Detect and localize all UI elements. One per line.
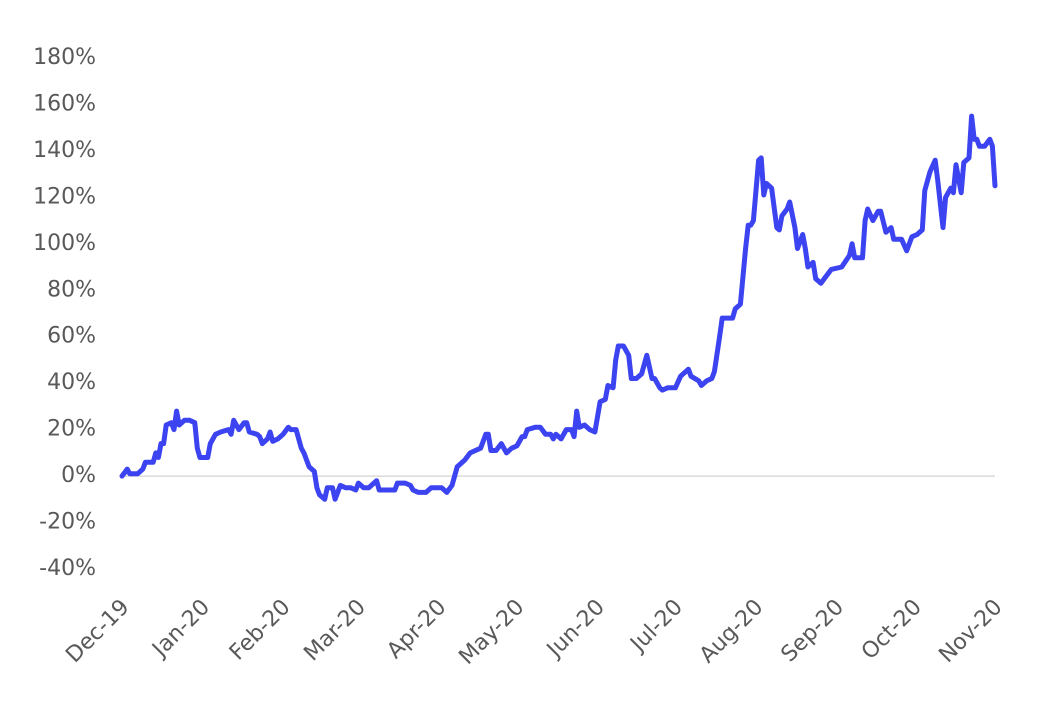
y-tick-label: 120%: [33, 184, 96, 209]
x-tick-label: Dec-19: [61, 595, 134, 668]
y-tick-label: -40%: [39, 556, 96, 581]
x-tick-label: Jul-20: [625, 595, 688, 658]
x-tick-label: Jan-20: [147, 595, 215, 663]
x-tick-label: May-20: [454, 595, 529, 670]
y-tick-label: 100%: [33, 231, 96, 256]
y-tick-label: 180%: [33, 45, 96, 70]
y-tick-label: 60%: [47, 324, 96, 349]
x-tick-label: Jun-20: [541, 595, 610, 664]
line: [119, 113, 998, 502]
x-tick-label: Feb-20: [225, 595, 296, 666]
y-tick-label: 140%: [33, 138, 96, 163]
x-tick-label: Aug-20: [695, 595, 768, 668]
y-tick-label: 40%: [47, 370, 96, 395]
x-tick-label: Oct-20: [857, 595, 927, 665]
x-tick-label: Apr-20: [382, 595, 451, 664]
x-tick-label: Sep-20: [777, 595, 849, 667]
y-tick-label: 160%: [33, 91, 96, 116]
y-tick-label: -20%: [39, 510, 96, 535]
y-tick-label: 20%: [47, 417, 96, 442]
x-tick-label: Nov-20: [934, 595, 1007, 668]
x-tick-label: Mar-20: [299, 595, 370, 666]
y-tick-label: 0%: [61, 463, 96, 488]
y-tick-label: 80%: [47, 277, 96, 302]
